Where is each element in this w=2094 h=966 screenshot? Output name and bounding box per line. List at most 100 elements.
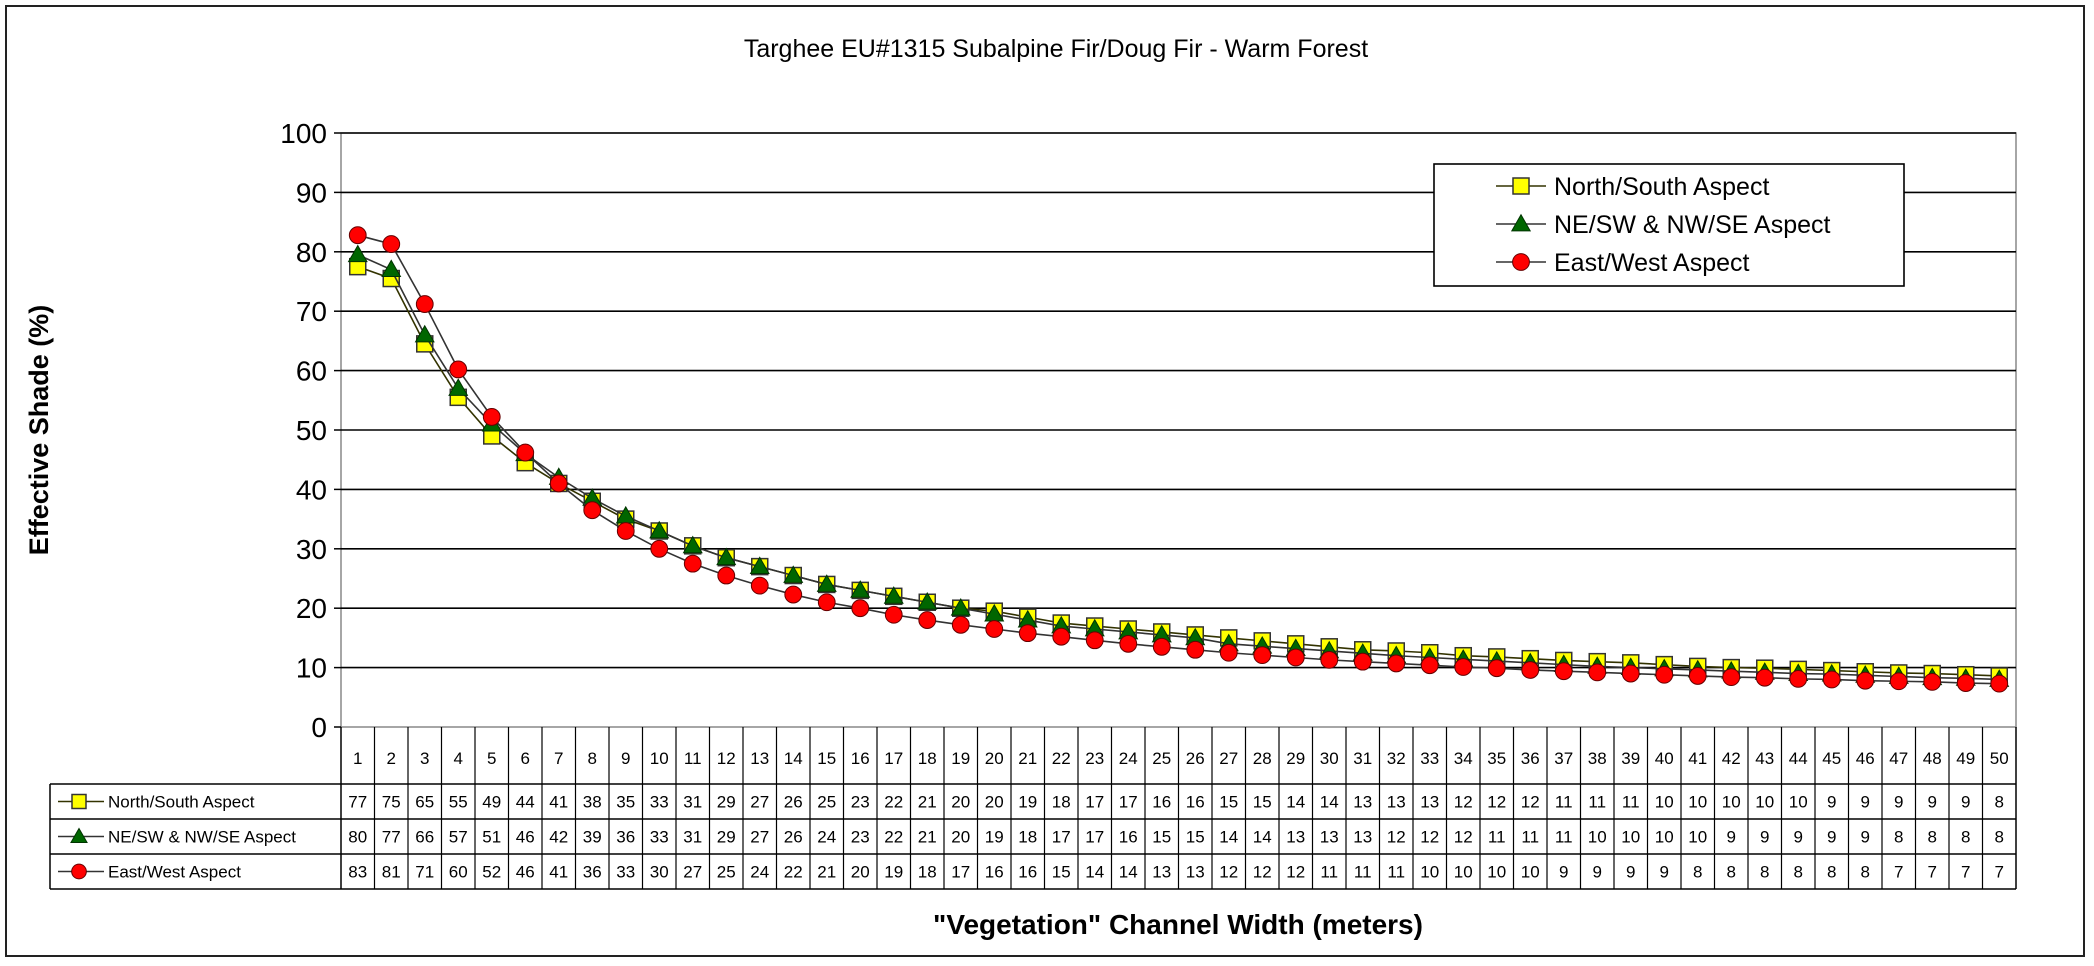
x-tick-label: 38 bbox=[1588, 749, 1607, 768]
y-tick-label: 70 bbox=[296, 296, 327, 327]
table-cell: 29 bbox=[717, 793, 736, 812]
table-cell: 57 bbox=[449, 828, 468, 847]
table-cell: 10 bbox=[1655, 793, 1674, 812]
table-cell: 9 bbox=[1727, 828, 1736, 847]
data-point-2 bbox=[852, 600, 869, 617]
table-cell: 33 bbox=[650, 828, 669, 847]
table-cell: 38 bbox=[583, 793, 602, 812]
data-point-2 bbox=[1957, 675, 1974, 692]
table-cell: 8 bbox=[1961, 828, 1970, 847]
table-cell: 46 bbox=[516, 828, 535, 847]
table-cell: 22 bbox=[884, 828, 903, 847]
table-cell: 8 bbox=[1995, 828, 2004, 847]
data-point-2 bbox=[1455, 659, 1472, 676]
data-point-2 bbox=[1086, 632, 1103, 649]
table-cell: 9 bbox=[1861, 793, 1870, 812]
x-tick-label: 36 bbox=[1521, 749, 1540, 768]
data-point-2 bbox=[1019, 625, 1036, 642]
table-cell: 20 bbox=[851, 863, 870, 882]
x-tick-label: 49 bbox=[1956, 749, 1975, 768]
x-tick-label: 35 bbox=[1487, 749, 1506, 768]
table-cell: 10 bbox=[1521, 863, 1540, 882]
x-tick-label: 32 bbox=[1387, 749, 1406, 768]
table-series-label: NE/SW & NW/SE Aspect bbox=[108, 828, 296, 847]
x-tick-label: 37 bbox=[1554, 749, 1573, 768]
table-cell: 80 bbox=[348, 828, 367, 847]
table-cell: 9 bbox=[1760, 828, 1769, 847]
x-tick-label: 42 bbox=[1722, 749, 1741, 768]
table-cell: 42 bbox=[549, 828, 568, 847]
table-cell: 11 bbox=[1555, 793, 1573, 812]
table-cell: 11 bbox=[1488, 828, 1506, 847]
table-cell: 33 bbox=[650, 793, 669, 812]
table-cell: 17 bbox=[1052, 828, 1071, 847]
table-cell: 13 bbox=[1286, 828, 1305, 847]
table-cell: 16 bbox=[1152, 793, 1171, 812]
table-cell: 75 bbox=[382, 793, 401, 812]
data-point-2 bbox=[1321, 651, 1338, 668]
table-cell: 46 bbox=[516, 863, 535, 882]
x-tick-label: 25 bbox=[1152, 749, 1171, 768]
table-cell: 26 bbox=[784, 828, 803, 847]
table-legend-marker bbox=[72, 864, 87, 879]
data-point-2 bbox=[684, 555, 701, 572]
data-point-2 bbox=[1220, 644, 1237, 661]
data-point-2 bbox=[1924, 673, 1941, 690]
x-tick-label: 45 bbox=[1822, 749, 1841, 768]
table-cell: 12 bbox=[1420, 828, 1439, 847]
table-cell: 9 bbox=[1660, 863, 1669, 882]
table-cell: 10 bbox=[1487, 863, 1506, 882]
table-cell: 15 bbox=[1152, 828, 1171, 847]
x-tick-label: 29 bbox=[1286, 749, 1305, 768]
table-cell: 10 bbox=[1722, 793, 1741, 812]
table-legend-marker bbox=[71, 828, 87, 842]
y-tick-label: 100 bbox=[280, 118, 327, 149]
data-point-2 bbox=[584, 502, 601, 519]
data-point-2 bbox=[1522, 662, 1539, 679]
legend-marker bbox=[1513, 254, 1530, 271]
x-tick-label: 20 bbox=[985, 749, 1004, 768]
table-cell: 9 bbox=[1827, 828, 1836, 847]
table-cell: 22 bbox=[784, 863, 803, 882]
data-point-2 bbox=[450, 361, 467, 378]
y-tick-label: 20 bbox=[296, 593, 327, 624]
table-cell: 13 bbox=[1387, 793, 1406, 812]
table-cell: 9 bbox=[1827, 793, 1836, 812]
data-point-2 bbox=[1053, 628, 1070, 645]
table-cell: 9 bbox=[1593, 863, 1602, 882]
data-point-2 bbox=[483, 409, 500, 426]
x-tick-label: 5 bbox=[487, 749, 496, 768]
table-cell: 8 bbox=[1861, 863, 1870, 882]
table-cell: 23 bbox=[851, 828, 870, 847]
table-cell: 30 bbox=[650, 863, 669, 882]
table-cell: 7 bbox=[1894, 863, 1903, 882]
x-tick-label: 30 bbox=[1320, 749, 1339, 768]
table-cell: 10 bbox=[1655, 828, 1674, 847]
table-cell: 11 bbox=[1354, 863, 1372, 882]
x-tick-label: 4 bbox=[454, 749, 463, 768]
table-cell: 15 bbox=[1253, 793, 1272, 812]
table-cell: 17 bbox=[1119, 793, 1138, 812]
x-axis-label: "Vegetation" Channel Width (meters) bbox=[933, 909, 1423, 940]
table-cell: 19 bbox=[884, 863, 903, 882]
table-cell: 14 bbox=[1219, 828, 1238, 847]
x-tick-label: 23 bbox=[1085, 749, 1104, 768]
data-point-2 bbox=[718, 567, 735, 584]
table-cell: 8 bbox=[1928, 828, 1937, 847]
table-cell: 24 bbox=[750, 863, 769, 882]
table-cell: 13 bbox=[1353, 793, 1372, 812]
table-cell: 8 bbox=[1995, 793, 2004, 812]
table-cell: 9 bbox=[1559, 863, 1568, 882]
table-cell: 13 bbox=[1353, 828, 1372, 847]
table-cell: 18 bbox=[1052, 793, 1071, 812]
table-cell: 10 bbox=[1688, 828, 1707, 847]
data-point-2 bbox=[651, 540, 668, 557]
table-cell: 49 bbox=[482, 793, 501, 812]
table-cell: 35 bbox=[616, 793, 635, 812]
table-cell: 7 bbox=[1928, 863, 1937, 882]
y-tick-label: 60 bbox=[296, 356, 327, 387]
table-cell: 17 bbox=[1085, 793, 1104, 812]
table-cell: 11 bbox=[1622, 793, 1640, 812]
table-cell: 27 bbox=[683, 863, 702, 882]
table-cell: 41 bbox=[549, 793, 568, 812]
